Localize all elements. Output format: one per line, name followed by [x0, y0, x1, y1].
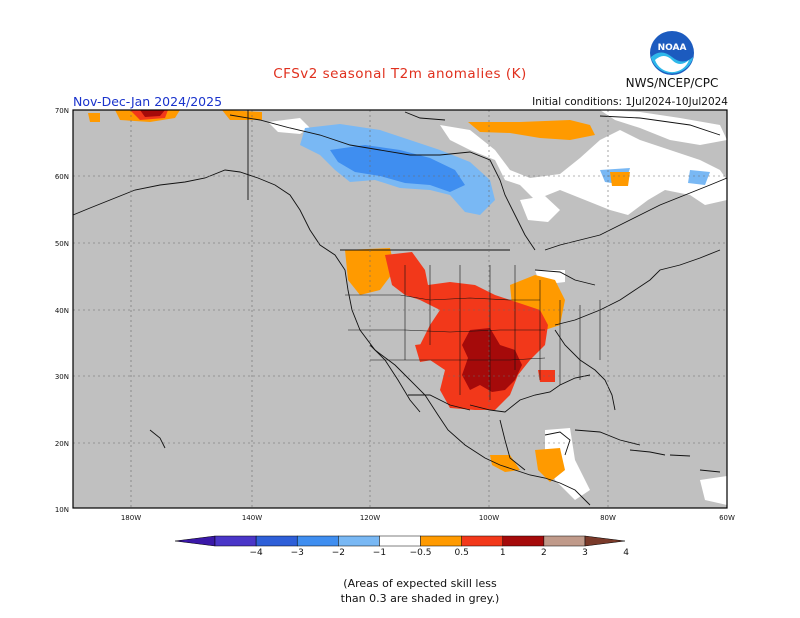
- legend-swatch: [502, 535, 545, 547]
- lon-label: 60W: [719, 514, 735, 522]
- legend-tick-label: −0.5: [410, 548, 432, 558]
- legend-tick-label: 1: [500, 548, 506, 558]
- lat-label: 60N: [55, 173, 69, 181]
- legend-tick-label: −1: [373, 548, 386, 558]
- legend-swatch: [543, 535, 586, 547]
- legend-swatch: [296, 535, 339, 547]
- forecast-period: Nov-Dec-Jan 2024/2025: [73, 94, 223, 109]
- initial-conditions: Initial conditions: 1Jul2024-10Jul2024: [532, 96, 728, 108]
- lat-label: 40N: [55, 307, 69, 315]
- skill-footnote: (Areas of expected skill less than 0.3 a…: [0, 576, 800, 606]
- map-frame: [72, 109, 728, 509]
- legend-swatch: [255, 535, 298, 547]
- legend-tick-label: −2: [332, 548, 345, 558]
- color-legend: −4 −3 −2 −1 −0.5 0.5 1 2 3 4: [174, 535, 629, 558]
- legend-swatch: [338, 535, 380, 547]
- orange-areas: [88, 110, 630, 482]
- noaa-logo: NOAA: [650, 31, 694, 75]
- map-title: CFSv2 seasonal T2m anomalies (K): [273, 66, 527, 82]
- legend-arrow-low: [174, 535, 216, 547]
- legend-swatch: [379, 535, 421, 547]
- graticule: [73, 110, 727, 508]
- legend-tick-label: 4: [623, 548, 629, 558]
- legend-tick-label: 3: [582, 548, 588, 558]
- lat-label: 70N: [55, 107, 69, 115]
- legend-tick-label: −3: [291, 548, 304, 558]
- lat-label: 10N: [55, 506, 69, 514]
- legend-swatch: [420, 535, 462, 547]
- legend-tick-label: 0.5: [455, 548, 469, 558]
- legend-arrow-high: [584, 535, 626, 547]
- anomaly-layer: [88, 110, 727, 505]
- coastlines: [72, 110, 728, 506]
- lon-label: 180W: [121, 514, 141, 522]
- legend-swatch: [214, 535, 257, 547]
- lon-label: 80W: [600, 514, 616, 522]
- noaa-logo-text: NOAA: [658, 43, 687, 53]
- lat-label: 30N: [55, 373, 69, 381]
- lat-label: 50N: [55, 240, 69, 248]
- footnote-line: (Areas of expected skill less: [343, 577, 497, 590]
- lon-label: 100W: [479, 514, 499, 522]
- neutral-areas: [268, 110, 727, 505]
- lat-label: 20N: [55, 440, 69, 448]
- lon-label: 120W: [360, 514, 380, 522]
- footnote-line: than 0.3 are shaded in grey.): [340, 592, 500, 605]
- agency-label: NWS/NCEP/CPC: [625, 76, 719, 90]
- legend-tick-label: 2: [541, 548, 547, 558]
- legend-tick-label: −4: [249, 548, 263, 558]
- lon-label: 140W: [242, 514, 262, 522]
- legend-swatch: [461, 535, 504, 547]
- mid-blue-areas: [330, 145, 465, 192]
